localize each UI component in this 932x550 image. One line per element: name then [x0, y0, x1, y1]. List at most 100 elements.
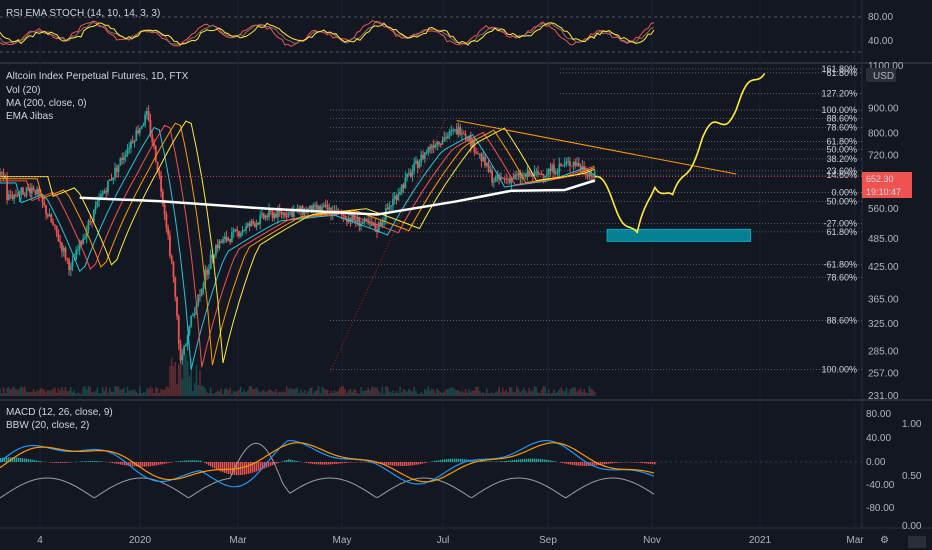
volume-bar — [110, 391, 113, 396]
candle-body — [50, 214, 53, 223]
candle-body — [406, 173, 409, 178]
candle-body — [354, 219, 357, 222]
candle-body — [593, 171, 596, 178]
macd-histogram-bar — [314, 462, 316, 465]
candle-body — [438, 141, 440, 145]
rsi-title: RSI EMA STOCH (14, 10, 14, 3, 3) — [6, 8, 160, 19]
fib-levels[interactable]: 161.80%61.80%127.20%100.00%88.60%78.60%6… — [329, 64, 862, 374]
candle-body — [570, 165, 573, 167]
candle-body — [243, 230, 246, 232]
macd-histogram-bar — [576, 462, 578, 466]
macd-histogram-bar — [60, 462, 62, 463]
candle-body — [399, 192, 401, 195]
rsi-pane[interactable] — [0, 16, 862, 53]
macd-tick-label: -40.00 — [866, 480, 895, 491]
volume-bar — [117, 386, 120, 396]
macd-histogram-bar — [56, 462, 58, 463]
volume-bar — [399, 386, 401, 396]
macd-pane[interactable] — [0, 439, 862, 499]
macd-histogram-bar — [290, 459, 292, 462]
auto-scale-button[interactable] — [908, 536, 926, 548]
resistance-trendline — [456, 120, 737, 175]
bbw-tick-label: 1.00 — [902, 419, 922, 430]
volume-bar — [238, 389, 240, 396]
volume-bar — [365, 390, 368, 396]
currency-badge-bg[interactable] — [866, 68, 896, 82]
currency-label[interactable]: USD — [873, 71, 894, 82]
volume-bar — [447, 389, 449, 396]
candle-body — [423, 152, 426, 159]
macd-histogram-bar — [648, 462, 650, 464]
macd-histogram-bar — [650, 462, 652, 464]
candle-body — [369, 221, 371, 224]
volume-bar — [418, 393, 421, 396]
candle-body — [501, 177, 504, 179]
volume-bar — [160, 388, 162, 396]
countdown-badge: 19:10:47 — [866, 187, 901, 197]
volume-bar — [167, 387, 169, 396]
volume-bar — [213, 393, 215, 396]
candle-body — [510, 177, 513, 183]
candle-body — [107, 180, 109, 193]
volume-bar — [503, 391, 506, 396]
candle-body — [469, 136, 472, 147]
volume-bar — [500, 392, 502, 396]
volume-bar — [204, 388, 207, 396]
volume-bar — [222, 393, 224, 396]
volume-bar — [227, 390, 230, 396]
volume-bar — [585, 392, 587, 396]
volume-bar — [39, 388, 42, 396]
candle-body — [78, 240, 81, 250]
macd-histogram-bar — [538, 458, 540, 462]
macd-histogram-bar — [528, 458, 530, 462]
candle-body — [386, 207, 389, 210]
volume-bar — [252, 389, 254, 396]
macd-histogram-bar — [368, 462, 370, 463]
volume-bar — [556, 391, 559, 396]
candle-body — [558, 163, 561, 172]
volume-bar — [462, 392, 465, 396]
volume-bar — [55, 392, 58, 396]
macd-histogram-bar — [420, 462, 422, 464]
fib-diagonal — [329, 119, 446, 373]
macd-histogram-bar — [16, 457, 18, 462]
macd-histogram-bar — [612, 462, 614, 464]
overlays[interactable] — [0, 72, 862, 370]
volume-bar — [77, 392, 79, 396]
macd-histogram-bar — [96, 461, 98, 462]
candle-body — [29, 188, 31, 194]
volume-bar — [592, 389, 594, 396]
candle-body — [445, 137, 447, 139]
macd-histogram-bar — [30, 459, 32, 462]
volume-bar — [393, 393, 396, 396]
volume-bar — [565, 387, 568, 396]
candle-body — [34, 189, 37, 195]
candle-body — [23, 194, 26, 196]
volume-bar — [482, 392, 485, 396]
macd-histogram-bar — [4, 457, 6, 462]
macd-histogram-bar — [98, 461, 100, 462]
settings-gear-icon[interactable]: ⚙ — [880, 535, 889, 546]
candle-body — [480, 153, 483, 162]
volume-bar — [170, 357, 173, 396]
volume-bar — [34, 391, 37, 396]
volume-bar — [316, 389, 318, 396]
macd-histogram-bar — [162, 462, 164, 465]
fib-level-label: 50.00% — [826, 196, 857, 206]
volume-bar — [174, 362, 177, 396]
volume-bar — [84, 386, 86, 396]
volume-bar — [59, 390, 61, 396]
candle-body — [342, 214, 345, 217]
candle-body — [146, 111, 148, 115]
candle-body — [131, 141, 134, 143]
candle-body — [197, 294, 200, 305]
volume-bar — [576, 391, 578, 396]
candle-body — [147, 111, 150, 120]
macd-histogram-bar — [220, 462, 222, 472]
volume-bar — [156, 387, 159, 396]
candle-body — [250, 221, 253, 226]
macd-histogram-bar — [448, 458, 450, 462]
macd-histogram-bar — [436, 460, 438, 462]
volume-bar — [425, 390, 428, 396]
macd-histogram-bar — [296, 460, 298, 462]
